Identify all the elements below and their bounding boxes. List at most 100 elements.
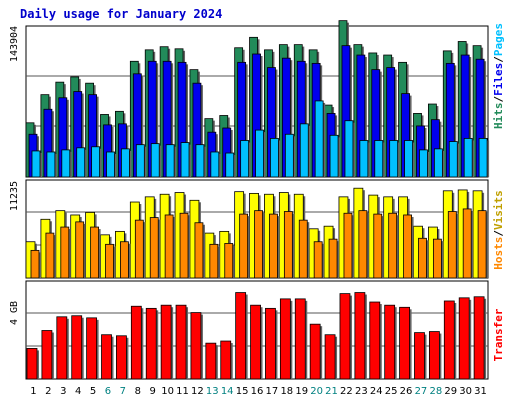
day-label: 14 <box>221 386 234 397</box>
hosts-bar <box>209 243 219 279</box>
pages-bar <box>225 152 235 178</box>
legend-hosts-visits: Hosts/Visits <box>492 190 505 270</box>
transfer-bar <box>160 304 172 380</box>
hosts-bar <box>373 213 383 279</box>
day-label: 23 <box>355 386 368 397</box>
transfer-bar <box>235 292 247 380</box>
day-label: 30 <box>459 386 472 397</box>
transfer-bar <box>86 317 98 380</box>
pages-bar <box>433 148 443 178</box>
day-label: 1 <box>30 386 36 397</box>
hosts-bar <box>462 208 472 279</box>
transfer-bar <box>130 305 142 380</box>
day-label: 22 <box>340 386 353 397</box>
transfer-bar <box>414 332 425 380</box>
day-label: 7 <box>120 386 126 397</box>
hosts-bar <box>239 213 249 279</box>
pages-bar <box>76 147 86 178</box>
pages-bar <box>135 144 145 178</box>
hosts-bar <box>45 232 55 279</box>
hosts-bar <box>313 241 323 279</box>
hosts-bar <box>388 212 398 279</box>
day-label: 12 <box>191 386 204 397</box>
graph-title: Daily usage for January 2024 <box>20 7 223 21</box>
hosts-bar <box>179 212 189 279</box>
hosts-bar <box>120 241 129 279</box>
pages-bar <box>329 134 339 178</box>
day-label: 28 <box>429 386 442 397</box>
y-max-label: 143904 <box>9 26 20 62</box>
pages-bar <box>404 140 413 178</box>
pages-bar <box>344 120 354 178</box>
hosts-bar <box>418 237 427 279</box>
pages-bar <box>46 151 56 178</box>
pages-bar <box>478 138 488 178</box>
hosts-bar <box>194 222 204 279</box>
pages-bar <box>180 142 190 178</box>
day-label: 27 <box>415 386 428 397</box>
hosts-bar <box>432 238 442 279</box>
transfer-bar <box>220 340 232 380</box>
day-label: 2 <box>45 386 51 397</box>
transfer-bar <box>71 315 83 380</box>
transfer-bar <box>116 335 127 380</box>
hosts-bar <box>358 210 368 279</box>
day-label: 5 <box>90 386 96 397</box>
hosts-bar <box>224 243 234 279</box>
day-label: 20 <box>310 386 323 397</box>
transfer-bar <box>399 306 410 380</box>
hosts-bar <box>477 210 487 279</box>
hosts-bar <box>269 213 278 279</box>
hosts-bar <box>105 243 114 279</box>
hosts-bar <box>75 221 85 279</box>
pages-bar <box>165 144 175 178</box>
pages-bar <box>270 138 279 178</box>
pages-bar <box>389 140 399 178</box>
day-label: 26 <box>400 386 413 397</box>
transfer-bar <box>41 330 53 380</box>
hosts-bar <box>60 226 70 279</box>
pages-bar <box>150 143 160 178</box>
transfer-bar <box>145 307 157 380</box>
hosts-bar <box>164 214 174 279</box>
hosts-bar <box>283 211 293 279</box>
pages-bar <box>374 140 384 178</box>
day-label: 9 <box>149 386 155 397</box>
transfer-bar <box>265 307 276 380</box>
day-label: 19 <box>295 386 308 397</box>
hosts-bar <box>134 219 144 279</box>
legend-transfer: Transfer <box>492 308 505 361</box>
transfer-bar <box>339 293 351 380</box>
day-label: 10 <box>161 386 174 397</box>
hosts-bar <box>149 217 159 279</box>
transfer-bar <box>443 300 455 380</box>
hosts-bar <box>30 249 40 279</box>
pages-bar <box>61 149 71 178</box>
day-label: 29 <box>444 386 457 397</box>
hosts-bar <box>90 226 100 279</box>
pages-bar <box>195 144 205 178</box>
hosts-bar <box>343 212 353 279</box>
day-label: 8 <box>135 386 141 397</box>
day-label: 31 <box>474 386 487 397</box>
transfer-bar <box>354 292 366 380</box>
day-label: 18 <box>280 386 293 397</box>
transfer-bar <box>279 298 291 380</box>
transfer-bar <box>56 316 68 380</box>
pages-bar <box>299 123 309 178</box>
hosts-bar <box>328 238 338 279</box>
transfer-bar <box>205 342 217 380</box>
pages-bar <box>448 141 458 178</box>
legend-hits-files-pages: Hits/Files/Pages <box>492 23 505 129</box>
transfer-bar <box>384 304 396 380</box>
day-label: 24 <box>370 386 383 397</box>
transfer-bar <box>473 296 485 380</box>
transfer-bar <box>26 348 38 380</box>
transfer-bar <box>309 323 321 380</box>
transfer-bar <box>175 304 187 380</box>
hosts-bar <box>447 211 457 279</box>
pages-bar <box>106 151 115 178</box>
pages-bar <box>284 133 294 178</box>
